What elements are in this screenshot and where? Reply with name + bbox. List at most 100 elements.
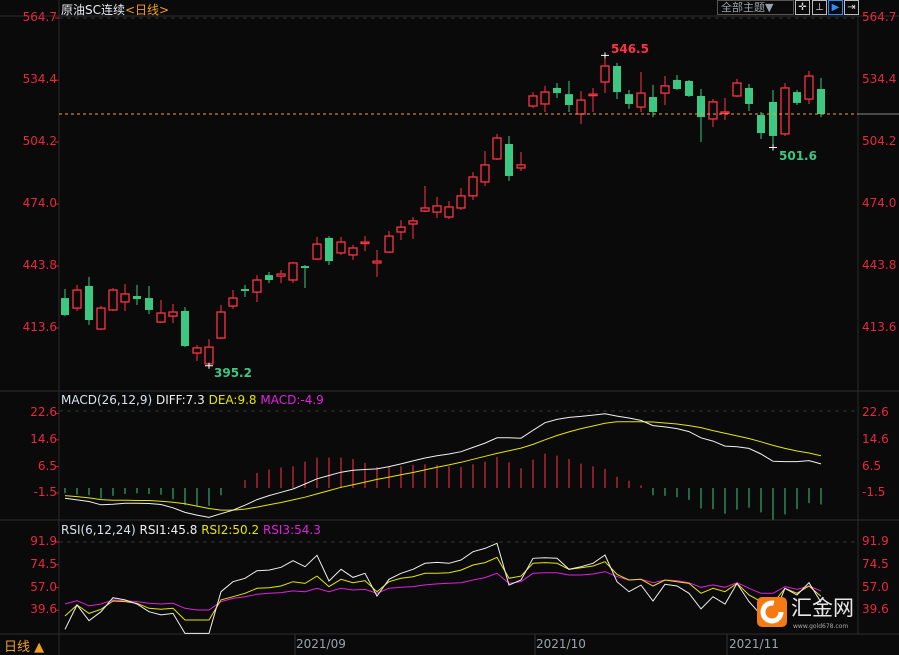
candle-body <box>312 243 322 260</box>
candle-body <box>600 65 610 83</box>
theme-dropdown[interactable]: 全部主题▼ <box>717 0 794 15</box>
candle-up <box>804 70 814 104</box>
candle-body <box>660 85 670 94</box>
candle-body <box>505 143 513 176</box>
candle-body <box>553 87 561 94</box>
candle-body <box>480 164 490 183</box>
left-axis-label: 474.0 <box>22 196 57 211</box>
candle-down <box>649 84 657 118</box>
left-axis-label: 91.9 <box>30 534 57 548</box>
candle-body <box>528 95 538 107</box>
candle-down <box>241 284 249 298</box>
candle-down <box>625 90 633 109</box>
candle-body <box>265 275 273 280</box>
macd-dea-value: DEA:9.8 <box>208 393 257 407</box>
candle-body <box>540 91 550 105</box>
candle-body <box>757 115 765 134</box>
left-axis-label: 504.2 <box>22 134 57 149</box>
candle-down <box>673 75 681 91</box>
candle-up <box>420 186 430 213</box>
candle-up <box>72 284 82 311</box>
candle-body <box>408 220 418 225</box>
ruler-icon[interactable]: ⊥ <box>812 0 827 15</box>
candle-body <box>384 235 394 253</box>
candle-body <box>720 111 730 115</box>
candle-body <box>360 241 370 245</box>
arrow-right-end-icon[interactable]: ⇥ <box>844 0 859 15</box>
candle-body <box>372 260 382 264</box>
left-axis-label: 74.5 <box>30 556 57 571</box>
candle-up <box>168 303 178 324</box>
candle-body <box>444 206 454 218</box>
candle-body <box>133 295 141 300</box>
candle-body <box>276 273 286 277</box>
right-axis-label: 14.6 <box>862 431 889 446</box>
candle-up <box>600 55 610 94</box>
candle-up <box>288 261 298 284</box>
candle-body <box>241 289 249 292</box>
macd-diff-value: DIFF:7.3 <box>155 393 205 407</box>
candle-up <box>348 244 358 260</box>
candle-body <box>613 66 621 93</box>
candle-body <box>565 94 573 105</box>
candle-down <box>505 135 513 181</box>
candle-up <box>576 91 586 125</box>
right-axis-label: 74.5 <box>862 556 889 571</box>
candle-down <box>565 80 573 112</box>
candle-body <box>72 289 82 309</box>
candle-down <box>769 90 777 148</box>
rsi-legend: RSI(6,12,24) RSI1:45.8 RSI2:50.2 RSI3:54… <box>61 523 321 537</box>
candle-body <box>252 279 262 293</box>
candle-body <box>732 82 742 97</box>
candle-up <box>336 236 346 255</box>
candle-body <box>673 79 681 89</box>
rsi3-line <box>64 571 822 611</box>
right-axis-label: 39.6 <box>862 602 889 617</box>
candle-body <box>649 96 657 112</box>
right-axis-label: 91.9 <box>862 534 889 548</box>
candle-body <box>769 101 777 136</box>
candle-down <box>685 79 693 97</box>
left-axis-label: 39.6 <box>30 602 57 617</box>
period-switch[interactable]: 日线 ▲ <box>4 640 45 655</box>
candle-body <box>85 285 93 320</box>
candle-body <box>708 101 718 120</box>
candle-up <box>780 83 790 136</box>
candle-body <box>456 195 466 209</box>
candle-body <box>181 310 189 347</box>
logo-name: 汇金网 <box>791 596 854 620</box>
period-label[interactable]: <日线> <box>125 3 170 17</box>
play-icon[interactable]: ▶ <box>828 0 843 15</box>
candle-up <box>636 71 646 112</box>
gold678-logo-icon <box>757 597 787 627</box>
dea-line <box>64 421 822 511</box>
candle-up <box>252 275 262 302</box>
candle-up <box>732 78 742 97</box>
candle-body <box>420 207 430 212</box>
rsi2-value: RSI2:50.2 <box>201 523 260 537</box>
macd-params: MACD(26,12,9) <box>61 393 153 407</box>
crosshair-icon[interactable]: ✛ <box>795 0 810 15</box>
macd-value: MACD:-4.9 <box>260 393 324 407</box>
candle-down <box>757 111 765 140</box>
macd-legend: MACD(26,12,9) DIFF:7.3 DEA:9.8 MACD:-4.9 <box>61 393 324 407</box>
candle-body <box>396 226 406 233</box>
left-axis-label: 57.0 <box>30 579 57 594</box>
rsi1-value: RSI1:45.8 <box>139 523 198 537</box>
candle-body <box>817 88 825 115</box>
candle-body <box>228 297 238 307</box>
candle-body <box>516 164 526 169</box>
right-axis-label: 534.4 <box>862 72 897 87</box>
candle-down <box>61 289 69 317</box>
candle-body <box>636 92 646 108</box>
right-axis-label: 443.8 <box>862 258 897 273</box>
candle-body <box>108 289 118 311</box>
candle-body <box>697 95 705 118</box>
candle-up <box>660 76 670 105</box>
candle-up <box>480 150 490 187</box>
candle-body <box>61 298 69 316</box>
candle-body <box>145 298 153 310</box>
logo-url: www.gold678.com <box>793 623 849 630</box>
low-price-label: 395.2 <box>214 366 252 380</box>
